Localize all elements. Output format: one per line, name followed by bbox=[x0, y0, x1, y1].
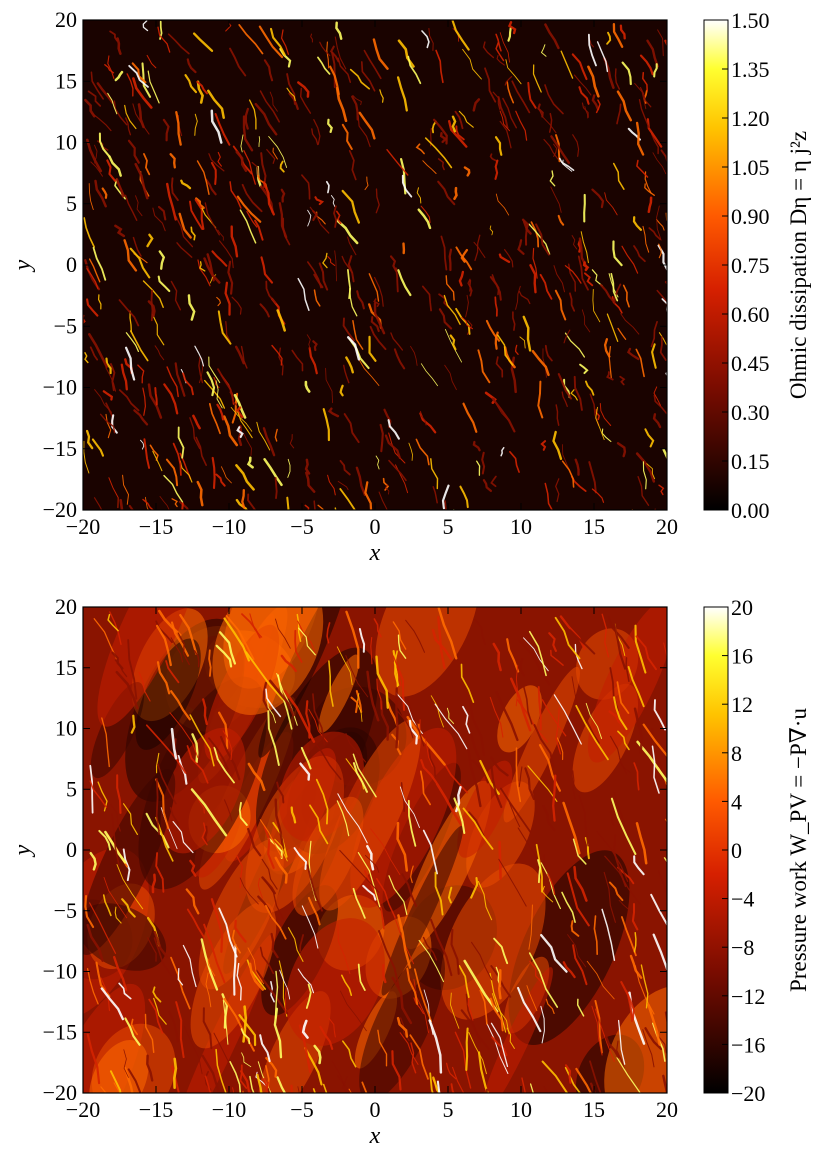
x-tick-label: −15 bbox=[139, 514, 173, 539]
heatmap-image-2 bbox=[83, 607, 667, 1093]
colorbar-tick-label: −4 bbox=[731, 887, 754, 912]
x-tick-label: 15 bbox=[583, 514, 605, 539]
colorbar-tick-label: 20 bbox=[731, 595, 753, 620]
y-tick-label: 5 bbox=[66, 191, 77, 216]
x-tick-label: −20 bbox=[66, 1097, 100, 1122]
x-tick-label: 15 bbox=[583, 1097, 605, 1122]
colorbar-tick-label: 0.45 bbox=[731, 351, 770, 376]
x-tick-label: 0 bbox=[370, 1097, 381, 1122]
y-tick-label: −10 bbox=[43, 375, 77, 400]
y-tick-label: −10 bbox=[43, 959, 77, 984]
y-tick-label: 20 bbox=[55, 594, 77, 619]
colorbar-tick-label: 0.15 bbox=[731, 449, 770, 474]
colorbar-tick-label: −8 bbox=[731, 935, 754, 960]
x-tick-label: 5 bbox=[443, 514, 454, 539]
x-tick-label: −20 bbox=[66, 514, 100, 539]
colorbar-tick-label: 1.35 bbox=[731, 57, 770, 82]
y-tick-label: 15 bbox=[55, 655, 77, 680]
colorbar-tick-label: 1.50 bbox=[731, 8, 770, 33]
y-tick-label: 0 bbox=[66, 252, 77, 277]
panel-2: −20 −15 −10 −5 0 5 10 15 20 −20 −15 −10 −5 0 5 10 15 20 x y… bbox=[10, 594, 811, 1149]
x-tick-label: −10 bbox=[212, 1097, 246, 1122]
colorbar-label: Pressure work W_PV = −P∇·u bbox=[786, 708, 811, 992]
y-tick-label: 10 bbox=[55, 130, 77, 155]
colorbar-tick-label: −12 bbox=[731, 984, 765, 1009]
x-tick-label: −15 bbox=[139, 1097, 173, 1122]
colorbar-tick-label: 1.05 bbox=[731, 155, 770, 180]
y-tick-label: −5 bbox=[54, 313, 77, 338]
y-tick-label: 20 bbox=[55, 7, 77, 32]
y-tick-label: 5 bbox=[66, 776, 77, 801]
y-tick-label: 10 bbox=[55, 716, 77, 741]
y-tick-label: 0 bbox=[66, 837, 77, 862]
colorbar-1: 0.00 0.15 0.30 0.45 0.60 0.75 0.90 1.05 1.20 1.35… bbox=[703, 8, 811, 523]
colorbar-tick-label: 0 bbox=[731, 838, 742, 863]
y-axis-label: y bbox=[10, 844, 36, 857]
x-tick-label: 10 bbox=[510, 514, 532, 539]
colorbar-tick-label: 1.20 bbox=[731, 106, 770, 131]
panel-1: −20 −15 −10 −5 0 5 10 15 20 −20 −15 −10 −5 0 5 10 15 20 x y… bbox=[10, 7, 811, 566]
y-axis-label: y bbox=[10, 259, 36, 272]
x-tick-label: −5 bbox=[290, 1097, 313, 1122]
y-tick-label: −15 bbox=[43, 1019, 77, 1044]
colorbar-tick-label: 16 bbox=[731, 644, 753, 669]
colorbar-tick-label: 0.90 bbox=[731, 204, 770, 229]
heatmap-image-1 bbox=[83, 20, 667, 510]
y-tick-label: 15 bbox=[55, 68, 77, 93]
x-tick-label: 20 bbox=[656, 514, 678, 539]
x-tick-label: −5 bbox=[290, 514, 313, 539]
y-tick-label: −20 bbox=[43, 1080, 77, 1105]
colorbar-tick-label: 0.60 bbox=[731, 302, 770, 327]
colorbar-tick-label: 12 bbox=[731, 692, 753, 717]
x-tick-label: 0 bbox=[370, 514, 381, 539]
colorbar-tick-label: 0.30 bbox=[731, 400, 770, 425]
x-tick-label: 5 bbox=[443, 1097, 454, 1122]
colorbar-2: −20 −16 −12 −8 −4 0 4 8 12 16 20 Pressure work W_PV… bbox=[703, 595, 811, 1106]
colorbar-label: Ohmic dissipation Dη = η j²z bbox=[786, 131, 811, 399]
x-tick-label: 10 bbox=[510, 1097, 532, 1122]
colorbar-tick-label: −16 bbox=[731, 1032, 765, 1057]
x-axis-label: x bbox=[369, 540, 381, 566]
x-tick-label: 20 bbox=[656, 1097, 678, 1122]
colorbar-tick-label: 8 bbox=[731, 741, 742, 766]
colorbar-tick-label: 4 bbox=[731, 789, 742, 814]
colorbar-tick-label: 0.00 bbox=[731, 498, 770, 523]
x-axis-label: x bbox=[369, 1123, 381, 1149]
colorbar-tick-label: 0.75 bbox=[731, 253, 770, 278]
y-tick-label: −5 bbox=[54, 898, 77, 923]
y-tick-label: −20 bbox=[43, 497, 77, 522]
x-tick-label: −10 bbox=[212, 514, 246, 539]
y-tick-label: −15 bbox=[43, 436, 77, 461]
colorbar-tick-label: −20 bbox=[731, 1081, 765, 1106]
